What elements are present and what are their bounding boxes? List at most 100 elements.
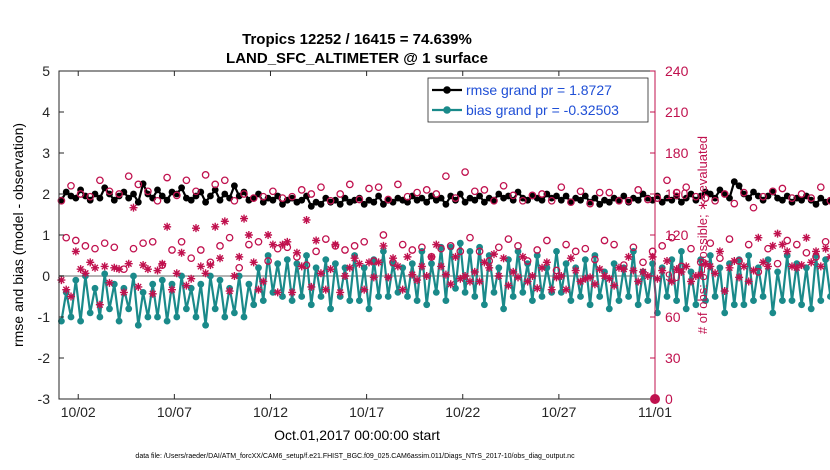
obs-evaluated-point [249,258,258,267]
bias-point [106,305,113,313]
y-left-tick-label: 0 [42,268,50,284]
rmse-point [130,190,137,198]
y-left-tick-label: 1 [42,227,50,243]
obs-evaluated-point [571,266,580,275]
bias-point [399,264,407,272]
rmse-point [231,182,238,190]
bias-point [211,305,219,313]
bias-point [538,293,546,300]
rmse-point [735,182,743,190]
bias-point [149,280,157,288]
obs-possible-point [682,183,691,192]
obs-evaluated-point [763,262,772,271]
obs-evaluated-point [725,263,734,272]
bias-point [317,293,325,300]
obs-possible-point [730,199,739,208]
bias-point [380,248,387,255]
obs-evaluated-point [538,263,547,272]
bias-point [216,276,224,284]
obs-evaluated-point [624,252,633,261]
obs-evaluated-point [523,277,532,286]
obs-possible-point [259,192,268,201]
bias-point [740,301,748,309]
obs-evaluated-point [802,233,811,242]
obs-possible-point [394,180,402,189]
y-right-tick-label: 240 [665,63,689,79]
rmse-point [187,196,195,204]
obs-evaluated-point [470,267,479,276]
obs-possible-point [312,247,320,256]
obs-evaluated-point [369,273,378,282]
bias-point [207,272,214,280]
obs-evaluated-point [81,269,90,278]
obs-evaluated-point [509,267,518,276]
obs-evaluated-point [499,254,508,263]
x-axis-label: Oct.01,2017 00:00:00 start [274,427,440,443]
rmse-point [678,198,685,206]
obs-evaluated-point [533,284,542,293]
obs-evaluated-point [730,256,739,265]
rmse-point [418,194,426,202]
obs-possible-point [749,203,758,212]
obs-evaluated-point [576,277,585,286]
obs-possible-point [581,244,590,253]
obs-possible-point [456,247,465,256]
bias-point [101,270,109,278]
rmse-point [634,196,642,204]
obs-evaluated-point [259,277,268,286]
bias-point [529,297,536,304]
obs-possible-point [778,184,787,193]
obs-possible-point [807,194,816,202]
obs-evaluated-point [393,262,402,271]
obs-evaluated-point [235,252,244,261]
bias-point [158,276,166,284]
obs-possible-point [692,192,700,201]
obs-evaluated-point [240,214,249,223]
obs-possible-point [610,240,618,249]
obs-evaluated-point [821,244,830,253]
bias-point [769,309,777,317]
rmse-point [307,202,315,210]
obs-evaluated-point [715,247,724,256]
obs-possible-point [653,194,662,202]
rmse-point [620,192,628,200]
rmse-point [591,194,599,202]
bias-point [163,317,171,325]
bias-point [654,309,661,317]
obs-evaluated-point [105,278,114,287]
rmse-point [336,200,344,208]
obs-possible-point [144,187,152,196]
rmse-point [668,196,676,204]
obs-possible-point [783,236,792,245]
obs-possible-point [398,240,407,249]
rmse-point [730,178,738,186]
obs-evaluated-point [518,252,527,261]
rmse-point [341,194,349,202]
obs-possible-point [533,246,542,254]
bias-point [91,284,99,292]
obs-evaluated-point [667,277,676,286]
obs-evaluated-point [778,240,787,249]
obs-evaluated-point [389,254,398,263]
obs-evaluated-point [230,272,239,280]
rmse-point [452,196,459,204]
obs-possible-point [624,196,633,205]
obs-possible-point [134,180,143,189]
obs-evaluated-point [374,258,383,267]
rmse-point [437,194,445,202]
bias-point [139,289,147,296]
bias-point [283,256,291,263]
rmse-point [317,200,325,208]
obs-possible-point [461,168,469,176]
obs-evaluated-point [292,248,301,257]
bias-point [644,297,652,304]
obs-possible-point [586,199,594,208]
bias-point [202,321,210,329]
obs-possible-point [740,188,748,197]
rmse-point [726,194,733,202]
bias-point [562,260,570,268]
bias-point [586,301,594,309]
obs-evaluated-point [264,231,273,239]
obs-evaluated-point [634,277,643,286]
